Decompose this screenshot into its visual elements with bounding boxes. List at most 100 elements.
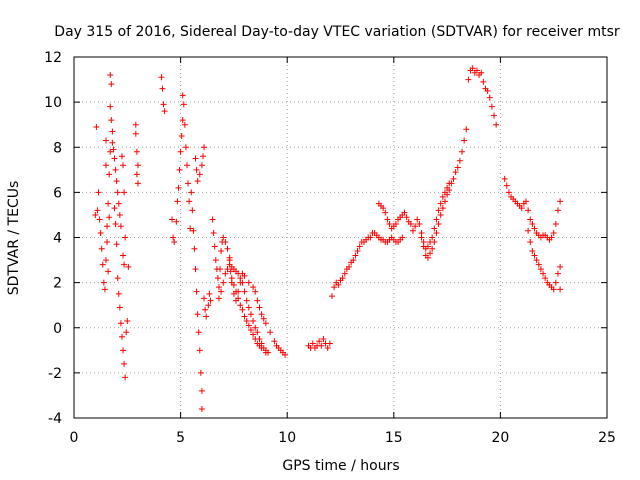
data-point: [171, 239, 178, 246]
data-point: [176, 166, 183, 173]
data-point: [114, 189, 121, 196]
data-point: [341, 270, 348, 277]
data-point: [108, 81, 115, 88]
data-point: [250, 331, 257, 338]
data-point: [107, 103, 114, 110]
data-point: [454, 164, 461, 171]
data-point: [282, 351, 289, 358]
data-point: [203, 313, 210, 320]
data-point: [439, 193, 446, 200]
data-point: [247, 311, 254, 318]
chart-title: Day 315 of 2016, Sidereal Day-to-day VTE…: [54, 24, 620, 40]
data-point: [209, 216, 216, 223]
data-point: [469, 65, 476, 72]
x-tick-label: 20: [491, 430, 509, 446]
data-point: [433, 229, 440, 236]
data-point: [245, 304, 252, 311]
data-point: [207, 297, 214, 304]
data-point: [531, 225, 538, 232]
data-point: [254, 329, 261, 336]
data-point: [220, 234, 227, 241]
data-point: [324, 345, 331, 352]
data-point: [101, 286, 108, 293]
data-point: [503, 182, 510, 189]
data-point: [252, 336, 259, 343]
data-point: [441, 198, 448, 205]
data-point: [320, 336, 327, 343]
data-point: [239, 306, 246, 313]
data-point: [227, 268, 234, 275]
data-point: [192, 155, 199, 162]
x-tick-label: 25: [598, 430, 616, 446]
data-point: [107, 72, 114, 79]
data-point: [181, 121, 188, 128]
data-point: [473, 67, 480, 74]
data-point: [194, 178, 201, 185]
data-point: [215, 295, 222, 302]
data-point: [174, 198, 181, 205]
data-point: [179, 117, 186, 124]
data-point: [109, 139, 116, 146]
data-point: [218, 288, 225, 295]
data-point: [121, 189, 128, 196]
data-point: [446, 180, 453, 187]
data-point: [456, 157, 463, 164]
x-tick-label: 5: [176, 430, 185, 446]
data-point: [463, 126, 470, 133]
data-point: [262, 320, 269, 327]
data-point: [195, 329, 202, 336]
data-point: [159, 85, 166, 92]
data-point: [215, 284, 222, 291]
data-point: [501, 175, 508, 182]
data-point: [271, 338, 278, 345]
data-point: [217, 266, 224, 273]
data-point: [550, 286, 557, 293]
data-point: [557, 263, 564, 270]
data-point: [527, 239, 534, 246]
data-point: [331, 284, 338, 291]
data-point: [505, 189, 512, 196]
data-point: [122, 234, 129, 241]
data-point: [529, 248, 536, 255]
data-point: [409, 227, 416, 234]
data-point: [352, 252, 359, 259]
x-tick-label: 15: [385, 430, 403, 446]
data-point: [134, 180, 141, 187]
data-point: [518, 205, 525, 212]
data-points: [92, 65, 564, 412]
data-point: [326, 340, 333, 347]
data-point: [465, 76, 472, 83]
data-point: [237, 279, 244, 286]
data-point: [133, 148, 140, 155]
data-point: [250, 317, 257, 324]
data-point: [250, 284, 257, 291]
x-tick-label: 0: [70, 430, 79, 446]
data-point: [117, 223, 124, 230]
data-point: [441, 189, 448, 196]
data-point: [190, 227, 197, 234]
data-point: [104, 239, 111, 246]
data-point: [183, 162, 190, 169]
data-point: [105, 200, 112, 207]
data-point: [194, 311, 201, 318]
data-point: [245, 279, 252, 286]
data-point: [212, 257, 219, 264]
data-point: [122, 374, 129, 381]
data-point: [384, 216, 391, 223]
grid: [74, 57, 607, 418]
data-point: [480, 78, 487, 85]
data-point: [117, 320, 124, 327]
data-point: [529, 220, 536, 227]
data-point: [542, 275, 549, 282]
data-point: [199, 153, 206, 160]
data-point: [401, 209, 408, 216]
data-point: [116, 211, 123, 218]
y-tick-label: 6: [53, 185, 62, 201]
data-point: [484, 87, 491, 94]
data-point: [111, 155, 118, 162]
data-point: [185, 180, 192, 187]
data-point: [99, 261, 106, 268]
data-point: [121, 261, 128, 268]
data-point: [233, 297, 240, 304]
data-point: [414, 216, 421, 223]
